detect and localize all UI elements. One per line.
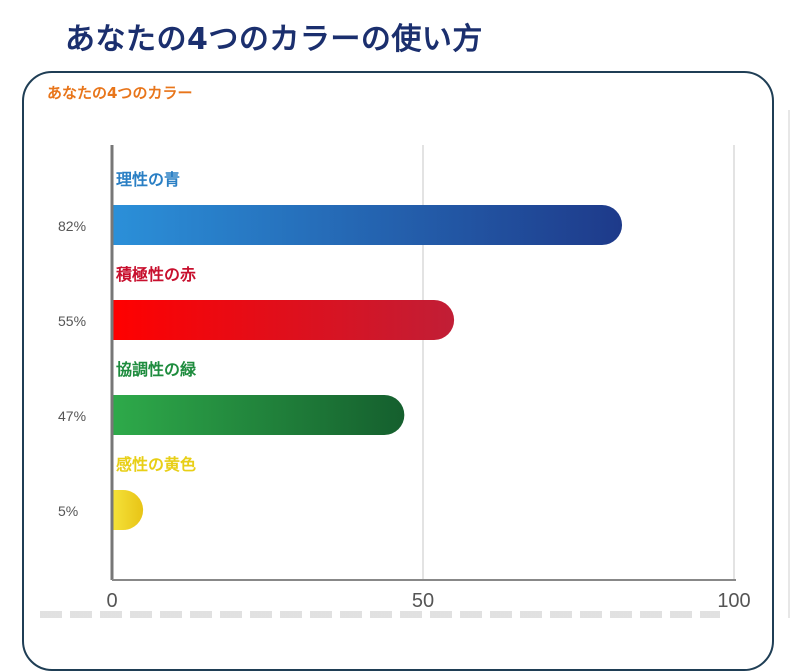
x-tick-label-50: 50 (412, 590, 434, 612)
bar-0 (112, 205, 623, 245)
category-label-2: 協調性の緑 (116, 360, 197, 379)
value-label-0: 82% (58, 218, 86, 234)
category-label-3: 感性の黄色 (116, 455, 196, 474)
value-label-1: 55% (58, 313, 86, 329)
card-title: あなたの4つのカラー (47, 84, 193, 102)
panel-divider (788, 110, 790, 618)
x-tick-label-0: 0 (106, 590, 117, 612)
bar-1 (112, 300, 455, 340)
value-label-2: 47% (58, 408, 86, 424)
value-label-3: 5% (58, 503, 78, 519)
bar-chart: 理性の青 82% 積極性の赤 55% 協調性の緑 47% 感性の黄色 5% 0 50 100 (58, 145, 751, 612)
page-title: あなたの4つのカラーの使い方 (65, 22, 483, 57)
x-tick-label-100: 100 (717, 590, 750, 612)
bar-3 (112, 490, 144, 530)
category-label-1: 積極性の赤 (115, 265, 196, 284)
category-label-0: 理性の青 (116, 170, 180, 189)
chart-card (22, 71, 774, 671)
truncated-text-line (40, 611, 720, 618)
bar-2 (112, 395, 405, 435)
